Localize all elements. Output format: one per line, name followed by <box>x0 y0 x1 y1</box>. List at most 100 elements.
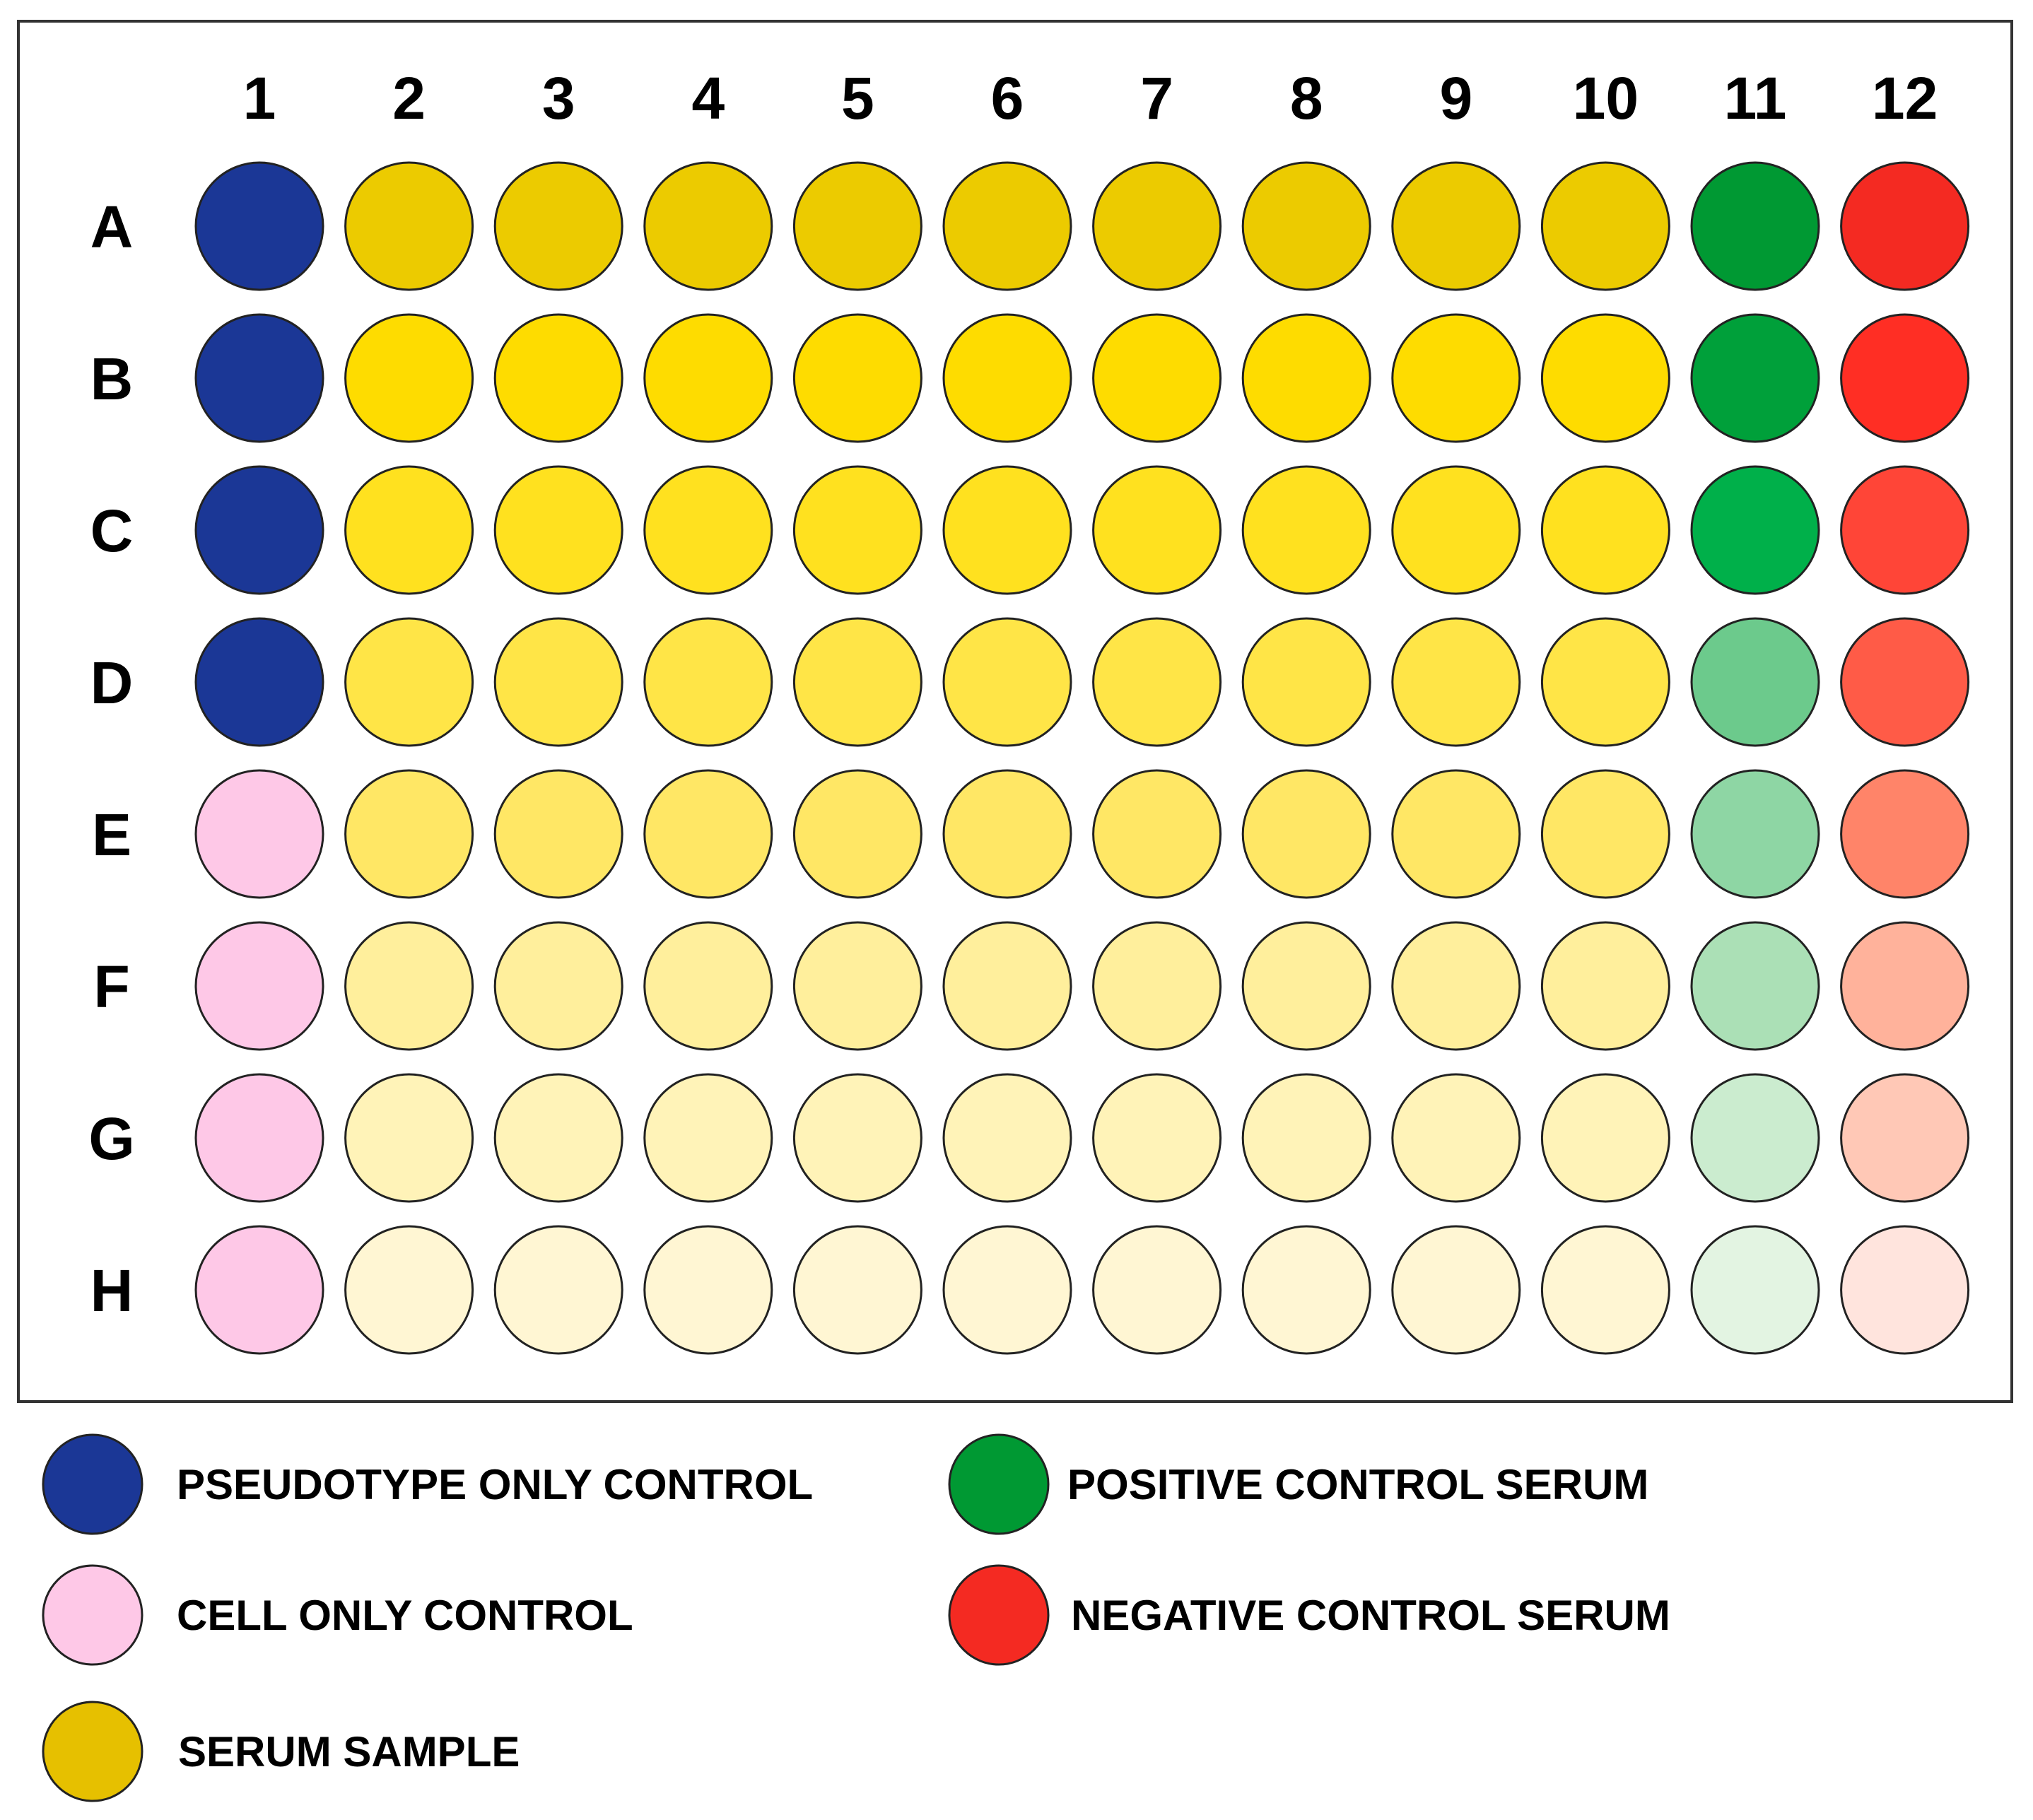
well-A2 <box>344 161 474 291</box>
well-B10 <box>1540 313 1670 443</box>
well-F4 <box>643 921 773 1051</box>
well-G12 <box>1840 1073 1970 1203</box>
well-A8 <box>1241 161 1371 291</box>
row-label-G: G <box>88 1105 134 1172</box>
well-C12 <box>1840 465 1970 595</box>
well-G11 <box>1690 1073 1820 1203</box>
well-C1 <box>194 465 324 595</box>
legend-swatch <box>948 1433 1050 1535</box>
well-E9 <box>1391 769 1521 899</box>
legend-label: POSITIVE CONTROL SERUM <box>1067 1461 1648 1508</box>
well-B7 <box>1092 313 1222 443</box>
well-H7 <box>1092 1225 1222 1355</box>
row-label-E: E <box>92 802 131 868</box>
legend-label: CELL ONLY CONTROL <box>177 1592 633 1639</box>
well-G4 <box>643 1073 773 1203</box>
legend-swatch <box>42 1701 143 1802</box>
column-labels: 1 2 3 4 5 6 7 8 9 10 11 12 <box>243 65 1938 131</box>
legend-item: PSEUDOTYPE ONLY CONTROL <box>42 1433 813 1535</box>
well-A12 <box>1840 161 1970 291</box>
well-H6 <box>942 1225 1072 1355</box>
well-G7 <box>1092 1073 1222 1203</box>
row-label-B: B <box>90 346 134 412</box>
well-E2 <box>344 769 474 899</box>
well-E3 <box>493 769 623 899</box>
well-H12 <box>1840 1225 1970 1355</box>
column-label-5: 5 <box>841 65 874 131</box>
well-H5 <box>792 1225 922 1355</box>
column-label-9: 9 <box>1439 65 1472 131</box>
well-B2 <box>344 313 474 443</box>
well-C10 <box>1540 465 1670 595</box>
well-C7 <box>1092 465 1222 595</box>
well-A6 <box>942 161 1072 291</box>
well-F6 <box>942 921 1072 1051</box>
well-F11 <box>1690 921 1820 1051</box>
well-E6 <box>942 769 1072 899</box>
well-E10 <box>1540 769 1670 899</box>
well-B1 <box>194 313 324 443</box>
well-D10 <box>1540 617 1670 747</box>
well-D7 <box>1092 617 1222 747</box>
well-B12 <box>1840 313 1970 443</box>
column-label-10: 10 <box>1573 65 1639 131</box>
row-label-D: D <box>90 650 134 716</box>
well-F5 <box>792 921 922 1051</box>
row-label-H: H <box>90 1257 134 1324</box>
well-E1 <box>194 769 324 899</box>
well-F1 <box>194 921 324 1051</box>
well-D1 <box>194 617 324 747</box>
well-E4 <box>643 769 773 899</box>
column-label-1: 1 <box>243 65 276 131</box>
legend-label: SERUM SAMPLE <box>178 1728 520 1775</box>
well-G1 <box>194 1073 324 1203</box>
legend-item: SERUM SAMPLE <box>42 1701 520 1802</box>
column-label-11: 11 <box>1724 65 1787 131</box>
well-G10 <box>1540 1073 1670 1203</box>
well-G2 <box>344 1073 474 1203</box>
legend-label: NEGATIVE CONTROL SERUM <box>1071 1592 1670 1639</box>
well-C3 <box>493 465 623 595</box>
well-C9 <box>1391 465 1521 595</box>
well-D2 <box>344 617 474 747</box>
well-F7 <box>1092 921 1222 1051</box>
well-A1 <box>194 161 324 291</box>
column-label-3: 3 <box>542 65 575 131</box>
column-label-6: 6 <box>991 65 1024 131</box>
well-B9 <box>1391 313 1521 443</box>
well-D8 <box>1241 617 1371 747</box>
well-A4 <box>643 161 773 291</box>
well-C8 <box>1241 465 1371 595</box>
well-B11 <box>1690 313 1820 443</box>
legend-item: POSITIVE CONTROL SERUM <box>948 1433 1648 1535</box>
row-labels: A B C D E F G H <box>88 194 134 1324</box>
well-F8 <box>1241 921 1371 1051</box>
well-B6 <box>942 313 1072 443</box>
legend-item: CELL ONLY CONTROL <box>42 1564 633 1666</box>
well-D5 <box>792 617 922 747</box>
well-G3 <box>493 1073 623 1203</box>
well-A10 <box>1540 161 1670 291</box>
well-A11 <box>1690 161 1820 291</box>
well-C11 <box>1690 465 1820 595</box>
column-label-8: 8 <box>1290 65 1323 131</box>
well-H8 <box>1241 1225 1371 1355</box>
well-G5 <box>792 1073 922 1203</box>
well-C5 <box>792 465 922 595</box>
well-G6 <box>942 1073 1072 1203</box>
well-D6 <box>942 617 1072 747</box>
well-A5 <box>792 161 922 291</box>
well-E5 <box>792 769 922 899</box>
well-A7 <box>1092 161 1222 291</box>
well-C6 <box>942 465 1072 595</box>
well-B8 <box>1241 313 1371 443</box>
well-E8 <box>1241 769 1371 899</box>
well-D3 <box>493 617 623 747</box>
row-label-F: F <box>93 953 129 1020</box>
well-D9 <box>1391 617 1521 747</box>
well-A9 <box>1391 161 1521 291</box>
well-F9 <box>1391 921 1521 1051</box>
well-F12 <box>1840 921 1970 1051</box>
well-G8 <box>1241 1073 1371 1203</box>
wells <box>194 161 1970 1355</box>
